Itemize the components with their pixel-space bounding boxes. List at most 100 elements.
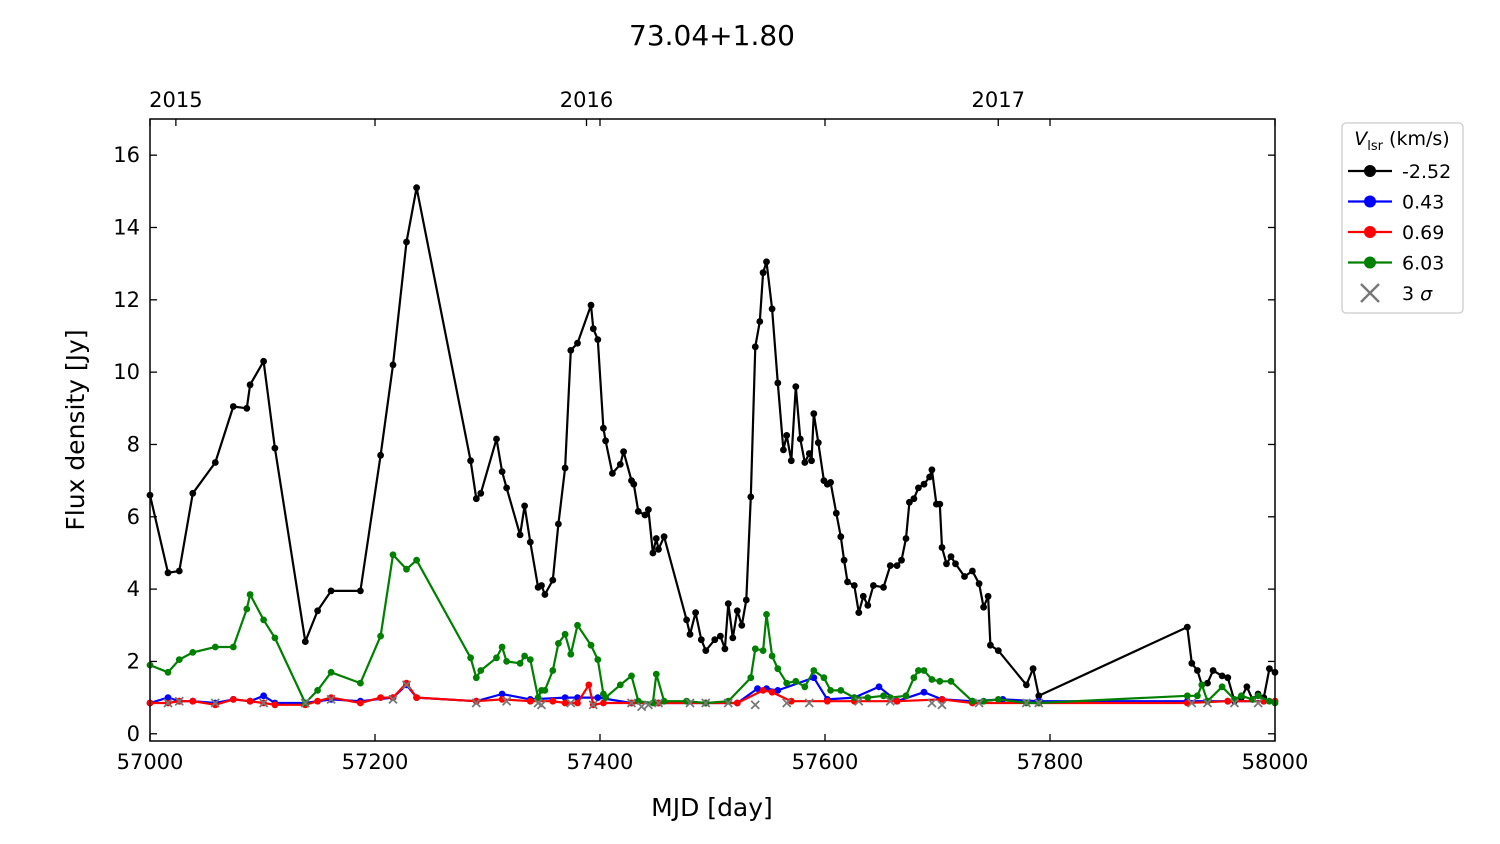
y-tick-label: 4	[127, 577, 140, 601]
data-point	[498, 468, 506, 475]
data-point	[759, 269, 767, 277]
data-point	[717, 632, 724, 640]
data-point	[467, 654, 474, 662]
data-point	[751, 343, 759, 351]
data-point	[980, 603, 987, 611]
data-point	[628, 672, 635, 680]
legend-entry: 6.03	[1348, 253, 1444, 275]
data-point	[864, 602, 872, 609]
data-point	[516, 531, 524, 539]
data-point	[864, 694, 872, 701]
data-point	[969, 567, 976, 575]
data-point	[796, 435, 804, 443]
threshold-marker	[388, 694, 398, 705]
data-point	[859, 592, 867, 600]
data-point	[792, 383, 800, 390]
data-point	[526, 697, 534, 705]
data-point	[555, 520, 562, 528]
data-point	[403, 565, 410, 573]
data-point	[327, 668, 335, 676]
y-tick-label: 10	[113, 360, 140, 384]
data-point	[600, 699, 607, 707]
series-line	[148, 186, 1276, 703]
data-point	[314, 697, 321, 705]
x-tick-label: 57000	[117, 750, 184, 774]
data-point	[389, 694, 397, 701]
data-point	[211, 643, 219, 651]
data-point	[783, 679, 791, 687]
legend: Vlsr (km/s) -2.52 0.43 0.69 6.03 3 σ	[1341, 122, 1464, 314]
data-point	[810, 674, 818, 682]
data-point	[403, 679, 410, 687]
data-point	[574, 699, 581, 707]
data-point	[702, 647, 710, 654]
legend-marker	[1364, 256, 1376, 269]
data-point	[660, 533, 668, 541]
data-point	[493, 654, 500, 662]
data-point	[759, 647, 767, 654]
data-point	[902, 692, 910, 700]
data-point	[855, 609, 863, 616]
data-point	[893, 697, 901, 705]
data-point	[246, 591, 254, 598]
x-tick-label: 57400	[567, 750, 634, 774]
data-point	[1204, 697, 1211, 705]
data-point	[634, 697, 642, 705]
data-point	[472, 674, 480, 682]
data-point	[801, 683, 809, 691]
data-point	[747, 674, 755, 682]
data-point	[243, 605, 251, 613]
data-point	[692, 609, 699, 616]
data-point	[498, 643, 506, 651]
data-point	[994, 647, 1002, 654]
data-point	[910, 674, 918, 682]
data-point	[534, 694, 542, 701]
data-point	[768, 688, 776, 696]
data-point	[620, 448, 627, 456]
threshold-marker	[653, 698, 664, 708]
data-point	[377, 632, 384, 640]
data-point	[1194, 667, 1201, 674]
y-tick-label: 6	[127, 505, 140, 529]
data-point	[1249, 696, 1256, 703]
data-point	[774, 665, 782, 673]
data-point	[327, 587, 335, 595]
series-line	[149, 553, 1276, 705]
data-point	[1254, 692, 1262, 700]
data-point	[327, 694, 335, 701]
data-point	[413, 184, 420, 192]
data-point	[498, 690, 506, 698]
data-point	[774, 379, 782, 387]
series-0.69	[146, 679, 1279, 709]
data-point	[886, 562, 894, 569]
data-point	[875, 683, 883, 691]
data-point	[164, 569, 172, 577]
data-point	[780, 446, 787, 454]
data-point	[733, 607, 741, 615]
data-point	[413, 694, 420, 701]
data-point	[260, 616, 267, 624]
data-point	[994, 696, 1002, 703]
threshold-marker	[174, 696, 184, 706]
threshold-marker	[723, 698, 733, 708]
threshold-marker	[210, 698, 220, 708]
data-point	[526, 656, 534, 663]
data-point	[961, 573, 968, 580]
data-point	[521, 652, 528, 660]
data-point	[1224, 674, 1232, 682]
data-point	[832, 509, 840, 517]
data-point	[870, 582, 877, 589]
data-point	[561, 699, 569, 707]
data-point	[587, 641, 595, 649]
data-point	[189, 489, 197, 497]
data-point	[602, 694, 609, 701]
data-point	[541, 591, 549, 598]
threshold-marker	[701, 698, 711, 708]
data-point	[246, 697, 254, 705]
data-point	[314, 687, 321, 694]
data-point	[898, 556, 905, 564]
data-point	[164, 694, 172, 701]
data-point	[808, 457, 815, 465]
year-tick-label: 2015	[149, 88, 202, 112]
data-point	[683, 697, 690, 705]
